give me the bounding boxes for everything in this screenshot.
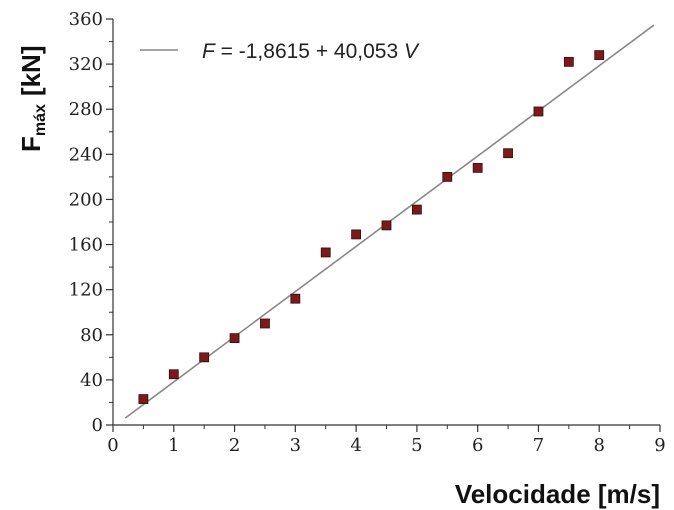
x-tick-label: 3 (290, 435, 301, 456)
y-tick-label: 80 (80, 325, 103, 346)
data-point (442, 171, 453, 182)
x-tick-label: 1 (168, 435, 179, 456)
data-point (290, 293, 301, 304)
x-tick-label: 4 (350, 435, 361, 456)
data-point (199, 352, 210, 363)
legend: F = -1,8615 + 40,053 V (140, 40, 420, 63)
x-tick-label: 7 (533, 435, 544, 456)
data-point (411, 204, 422, 215)
data-point (472, 162, 483, 173)
data-point (351, 229, 362, 240)
data-point (320, 247, 331, 258)
y-tick-label: 360 (69, 9, 103, 30)
data-point (563, 56, 574, 67)
x-tick-label: 9 (654, 435, 665, 456)
y-tick-label: 200 (69, 189, 103, 210)
y-tick-label: 280 (69, 99, 103, 120)
data-point (168, 369, 179, 380)
y-tick-label: 120 (69, 280, 103, 301)
y-axis-label: Fmáx[kN] (16, 46, 49, 152)
data-point (594, 50, 605, 60)
y-tick-label: 0 (92, 415, 103, 436)
data-point (381, 220, 392, 231)
data-point (138, 394, 149, 404)
data-point (533, 106, 544, 117)
x-tick-label: 8 (593, 435, 604, 456)
y-tick-label: 40 (80, 370, 103, 391)
data-point (503, 148, 513, 159)
x-axis-label: Velocidade [m/s] (455, 479, 660, 509)
legend-label: F = -1,8615 + 40,053 V (202, 40, 420, 63)
x-tick-label: 2 (229, 435, 240, 456)
y-tick-label: 160 (69, 235, 103, 256)
data-point (260, 318, 270, 329)
data-point (229, 333, 240, 344)
x-tick-label: 5 (411, 435, 422, 456)
y-tick-label: 240 (69, 144, 103, 165)
data-points (138, 50, 605, 404)
x-axis-ticks: 0 1 2 3 4 5 6 7 8 9 (107, 425, 666, 456)
y-axis-ticks: 0 40 80 120 160 200 240 280 320 360 (69, 9, 113, 436)
x-tick-label: 6 (472, 435, 483, 456)
y-tick-label: 320 (69, 54, 103, 75)
x-tick-label: 0 (107, 435, 118, 456)
